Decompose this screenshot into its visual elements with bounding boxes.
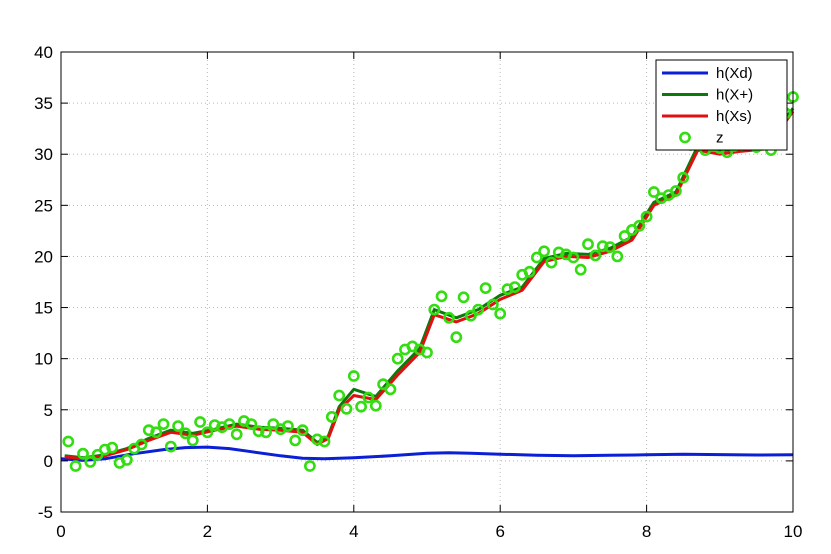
y-tick-label: 20 [34, 247, 53, 266]
data-point-z [450, 331, 463, 344]
data-point-z [223, 418, 236, 430]
y-tick-label: 10 [34, 350, 53, 369]
data-point-z [303, 460, 316, 472]
plot-frame [60, 51, 794, 513]
legend: h(Xd) h(X+) h(Xs) z [655, 59, 788, 151]
data-point-z [201, 426, 214, 439]
data-point-z [62, 435, 75, 448]
data-point-z [611, 250, 624, 263]
data-point-z [230, 428, 243, 441]
data-point-z [523, 265, 536, 278]
x-tick-label: 0 [56, 522, 65, 541]
data-point-z [186, 434, 199, 447]
data-point-z [501, 283, 514, 296]
data-point-z [99, 443, 111, 456]
data-point-z [633, 219, 646, 232]
data-point-z [311, 433, 324, 446]
legend-label-z: z [716, 130, 724, 147]
x-tick-label: 8 [642, 522, 651, 541]
data-point-z [260, 426, 272, 439]
y-tick-label: 35 [34, 94, 53, 113]
data-point-z [384, 383, 397, 396]
data-point-z [340, 402, 353, 415]
data-point-z [618, 230, 631, 242]
data-point-z [289, 434, 302, 447]
y-tick-label: -5 [38, 503, 53, 522]
data-point-z [362, 391, 375, 404]
data-point-z [69, 460, 82, 472]
data-point-z [208, 419, 221, 431]
data-point-z [552, 246, 565, 259]
data-point-z [194, 416, 206, 428]
data-point-z [567, 251, 580, 264]
data-point-z [648, 186, 660, 198]
data-point-z [355, 400, 367, 413]
data-point-z [369, 399, 382, 412]
data-point-z [296, 424, 309, 437]
legend-swatch-z [679, 131, 691, 144]
data-point-z [428, 303, 441, 316]
data-point-z [677, 171, 690, 184]
data-point-z [530, 251, 543, 264]
data-point-z [164, 440, 177, 453]
data-point-z [538, 245, 550, 258]
series-line-h-x [64, 107, 795, 460]
legend-label-h-xs: h(Xs) [716, 108, 752, 125]
data-point-z [443, 311, 455, 324]
data-point-z [545, 256, 558, 269]
data-point-z [245, 418, 258, 430]
data-point-z [494, 307, 507, 320]
data-point-z [106, 441, 119, 454]
data-point-z [670, 185, 682, 197]
data-point-z [640, 210, 653, 223]
x-tick-label: 10 [784, 522, 803, 541]
data-point-z [157, 418, 170, 430]
data-point-z [421, 346, 433, 359]
data-point-z [281, 420, 294, 432]
legend-label-h-xd: h(Xd) [716, 65, 753, 82]
series-line-h-xs [64, 110, 795, 461]
data-point-z [464, 309, 477, 322]
x-tick-label: 6 [495, 522, 504, 541]
data-point-z [84, 455, 97, 468]
data-point-z [589, 249, 602, 262]
y-tick-label: 5 [44, 401, 53, 420]
data-point-z [325, 410, 338, 423]
data-point-z [508, 281, 521, 293]
legend-box [655, 59, 788, 151]
legend-label-h-x: h(X+) [716, 87, 753, 104]
data-point-z [486, 298, 499, 311]
data-point-z [333, 389, 346, 402]
data-point-z [435, 290, 448, 303]
data-point-z [172, 420, 184, 432]
data-point-z [391, 352, 404, 365]
x-tick-label: 4 [349, 522, 358, 541]
data-point-z [596, 240, 609, 253]
data-point-z [179, 427, 192, 440]
data-point-z [77, 447, 89, 460]
y-tick-label: 30 [34, 145, 53, 164]
data-point-z [457, 291, 470, 304]
y-tick-label: 25 [34, 196, 53, 215]
y-tick-label: 40 [34, 43, 53, 62]
x-tick-label: 2 [203, 522, 212, 541]
data-point-z [574, 263, 587, 276]
data-point-z [121, 453, 133, 466]
data-point-z [582, 238, 594, 251]
data-point-z [479, 282, 492, 294]
data-point-z [135, 438, 148, 451]
data-point-z [472, 303, 485, 316]
data-point-z [347, 370, 360, 382]
grid [61, 52, 793, 512]
y-tick-label: 15 [34, 299, 53, 318]
data-point-z [604, 241, 616, 254]
data-point-z [150, 426, 163, 439]
y-tick-label: 0 [44, 452, 53, 471]
series-line-h-xd [60, 445, 794, 462]
data-point-z [252, 425, 265, 438]
data-point-z [318, 435, 331, 448]
